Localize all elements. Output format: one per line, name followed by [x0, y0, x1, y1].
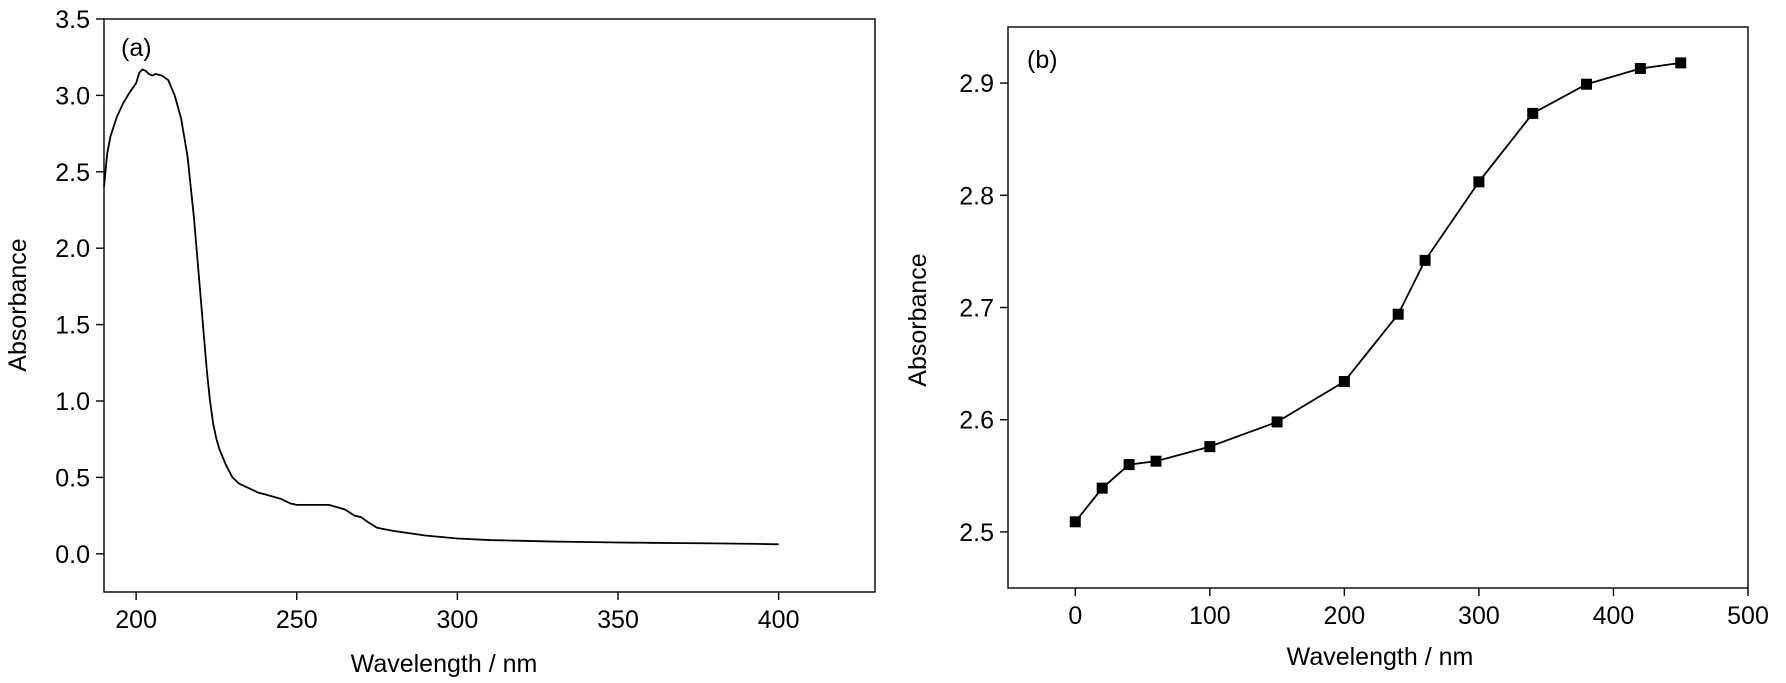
- x-tick-label: 400: [758, 606, 800, 634]
- panel-b-y-axis-title: Absorbance: [904, 253, 932, 386]
- y-tick-label: 0.5: [55, 464, 90, 492]
- data-point-marker: [1150, 455, 1162, 467]
- y-tick-label: 1.0: [55, 388, 90, 416]
- data-point-marker: [1581, 78, 1593, 90]
- panel-b-series-line: [1074, 62, 1681, 523]
- panel-a-spectrum-line: [103, 68, 779, 546]
- data-point-marker: [1096, 482, 1108, 494]
- y-tick-label: 3.0: [55, 82, 90, 110]
- panel-b-x-ticks: 0 100 200 300 400 500: [1068, 588, 1769, 630]
- x-tick-label: 200: [115, 606, 157, 634]
- panel-b: (b) Wavelength / nm Absorbance 0 100 200 30…: [904, 26, 1769, 671]
- data-point-marker: [1675, 57, 1687, 69]
- data-point-marker: [1634, 63, 1646, 75]
- data-point-marker: [1271, 416, 1283, 428]
- y-tick-label: 3.5: [55, 6, 90, 34]
- y-tick-label: 2.7: [959, 295, 994, 323]
- data-point-marker: [1392, 308, 1404, 320]
- y-tick-label: 2.0: [55, 235, 90, 263]
- panel-a-label: (a): [121, 34, 152, 62]
- panel-a-x-axis-title: Wavelength / nm: [351, 650, 538, 678]
- panel-a-x-ticks: 200 250 300 350 400: [115, 592, 799, 634]
- data-point-marker: [1527, 107, 1539, 119]
- data-point-marker: [1338, 376, 1350, 388]
- x-tick-label: 200: [1324, 602, 1366, 630]
- data-point-marker: [1204, 441, 1216, 453]
- panel-b-markers: [1069, 57, 1687, 528]
- y-tick-label: 1.5: [55, 312, 90, 340]
- x-tick-label: 300: [437, 606, 479, 634]
- data-point-marker: [1473, 176, 1485, 188]
- data-point-marker: [1069, 516, 1081, 528]
- panel-a-plot-frame: [103, 18, 876, 593]
- x-tick-label: 400: [1593, 602, 1635, 630]
- panel-b-label: (b): [1027, 46, 1058, 74]
- panel-b-y-ticks: 2.5 2.6 2.7 2.8 2.9: [959, 70, 1008, 547]
- x-tick-label: 300: [1458, 602, 1500, 630]
- x-tick-label: 0: [1068, 602, 1082, 630]
- y-tick-label: 2.5: [959, 519, 994, 547]
- y-tick-label: 2.6: [959, 407, 994, 435]
- panel-a-y-ticks: 0.0 0.5 1.0 1.5 2.0 2.5 3.0 3.5: [55, 6, 104, 569]
- x-tick-label: 500: [1727, 602, 1769, 630]
- x-tick-label: 100: [1189, 602, 1231, 630]
- y-tick-label: 2.9: [959, 70, 994, 98]
- x-tick-label: 250: [276, 606, 318, 634]
- panel-a: (a) Wavelength / nm Absorbance 200 250 300…: [4, 6, 876, 678]
- panel-b-plot-frame: [1007, 26, 1749, 589]
- data-point-marker: [1123, 459, 1135, 471]
- data-point-marker: [1419, 254, 1431, 266]
- panel-b-x-axis-title: Wavelength / nm: [1287, 643, 1474, 671]
- y-tick-label: 2.5: [55, 159, 90, 187]
- panel-a-y-axis-title: Absorbance: [4, 238, 32, 371]
- x-tick-label: 350: [597, 606, 639, 634]
- y-tick-label: 2.8: [959, 182, 994, 210]
- y-tick-label: 0.0: [55, 541, 90, 569]
